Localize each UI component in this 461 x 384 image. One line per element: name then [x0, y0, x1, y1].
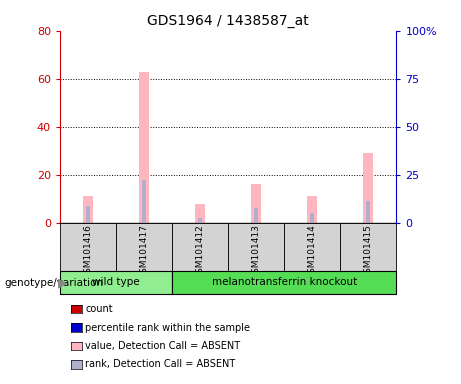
Bar — [195, 204, 205, 223]
Bar — [251, 184, 261, 223]
Text: genotype/variation: genotype/variation — [5, 278, 104, 288]
Bar — [83, 196, 93, 223]
Bar — [366, 201, 370, 223]
Bar — [363, 153, 373, 223]
Bar — [284, 223, 340, 271]
Title: GDS1964 / 1438587_at: GDS1964 / 1438587_at — [148, 14, 309, 28]
Bar — [142, 180, 146, 223]
Text: GSM101416: GSM101416 — [83, 224, 93, 279]
Bar — [228, 223, 284, 271]
Text: percentile rank within the sample: percentile rank within the sample — [85, 323, 250, 333]
Bar — [60, 223, 116, 271]
Text: count: count — [85, 304, 113, 314]
Text: GSM101412: GSM101412 — [195, 224, 205, 279]
Bar — [116, 223, 172, 271]
Text: rank, Detection Call = ABSENT: rank, Detection Call = ABSENT — [85, 359, 236, 369]
Bar — [254, 208, 258, 223]
Bar — [86, 206, 90, 223]
Bar — [172, 271, 396, 294]
Bar — [310, 213, 314, 223]
Bar — [172, 223, 228, 271]
Bar — [60, 271, 172, 294]
Bar — [307, 196, 317, 223]
Text: GSM101417: GSM101417 — [140, 224, 148, 279]
Text: value, Detection Call = ABSENT: value, Detection Call = ABSENT — [85, 341, 240, 351]
Text: ▶: ▶ — [58, 277, 67, 290]
Text: melanotransferrin knockout: melanotransferrin knockout — [212, 277, 357, 287]
Bar — [139, 71, 149, 223]
Text: wild type: wild type — [92, 277, 140, 287]
Text: GSM101415: GSM101415 — [364, 224, 373, 279]
Text: GSM101413: GSM101413 — [252, 224, 261, 279]
Bar — [198, 218, 202, 223]
Text: GSM101414: GSM101414 — [308, 224, 317, 279]
Bar — [340, 223, 396, 271]
